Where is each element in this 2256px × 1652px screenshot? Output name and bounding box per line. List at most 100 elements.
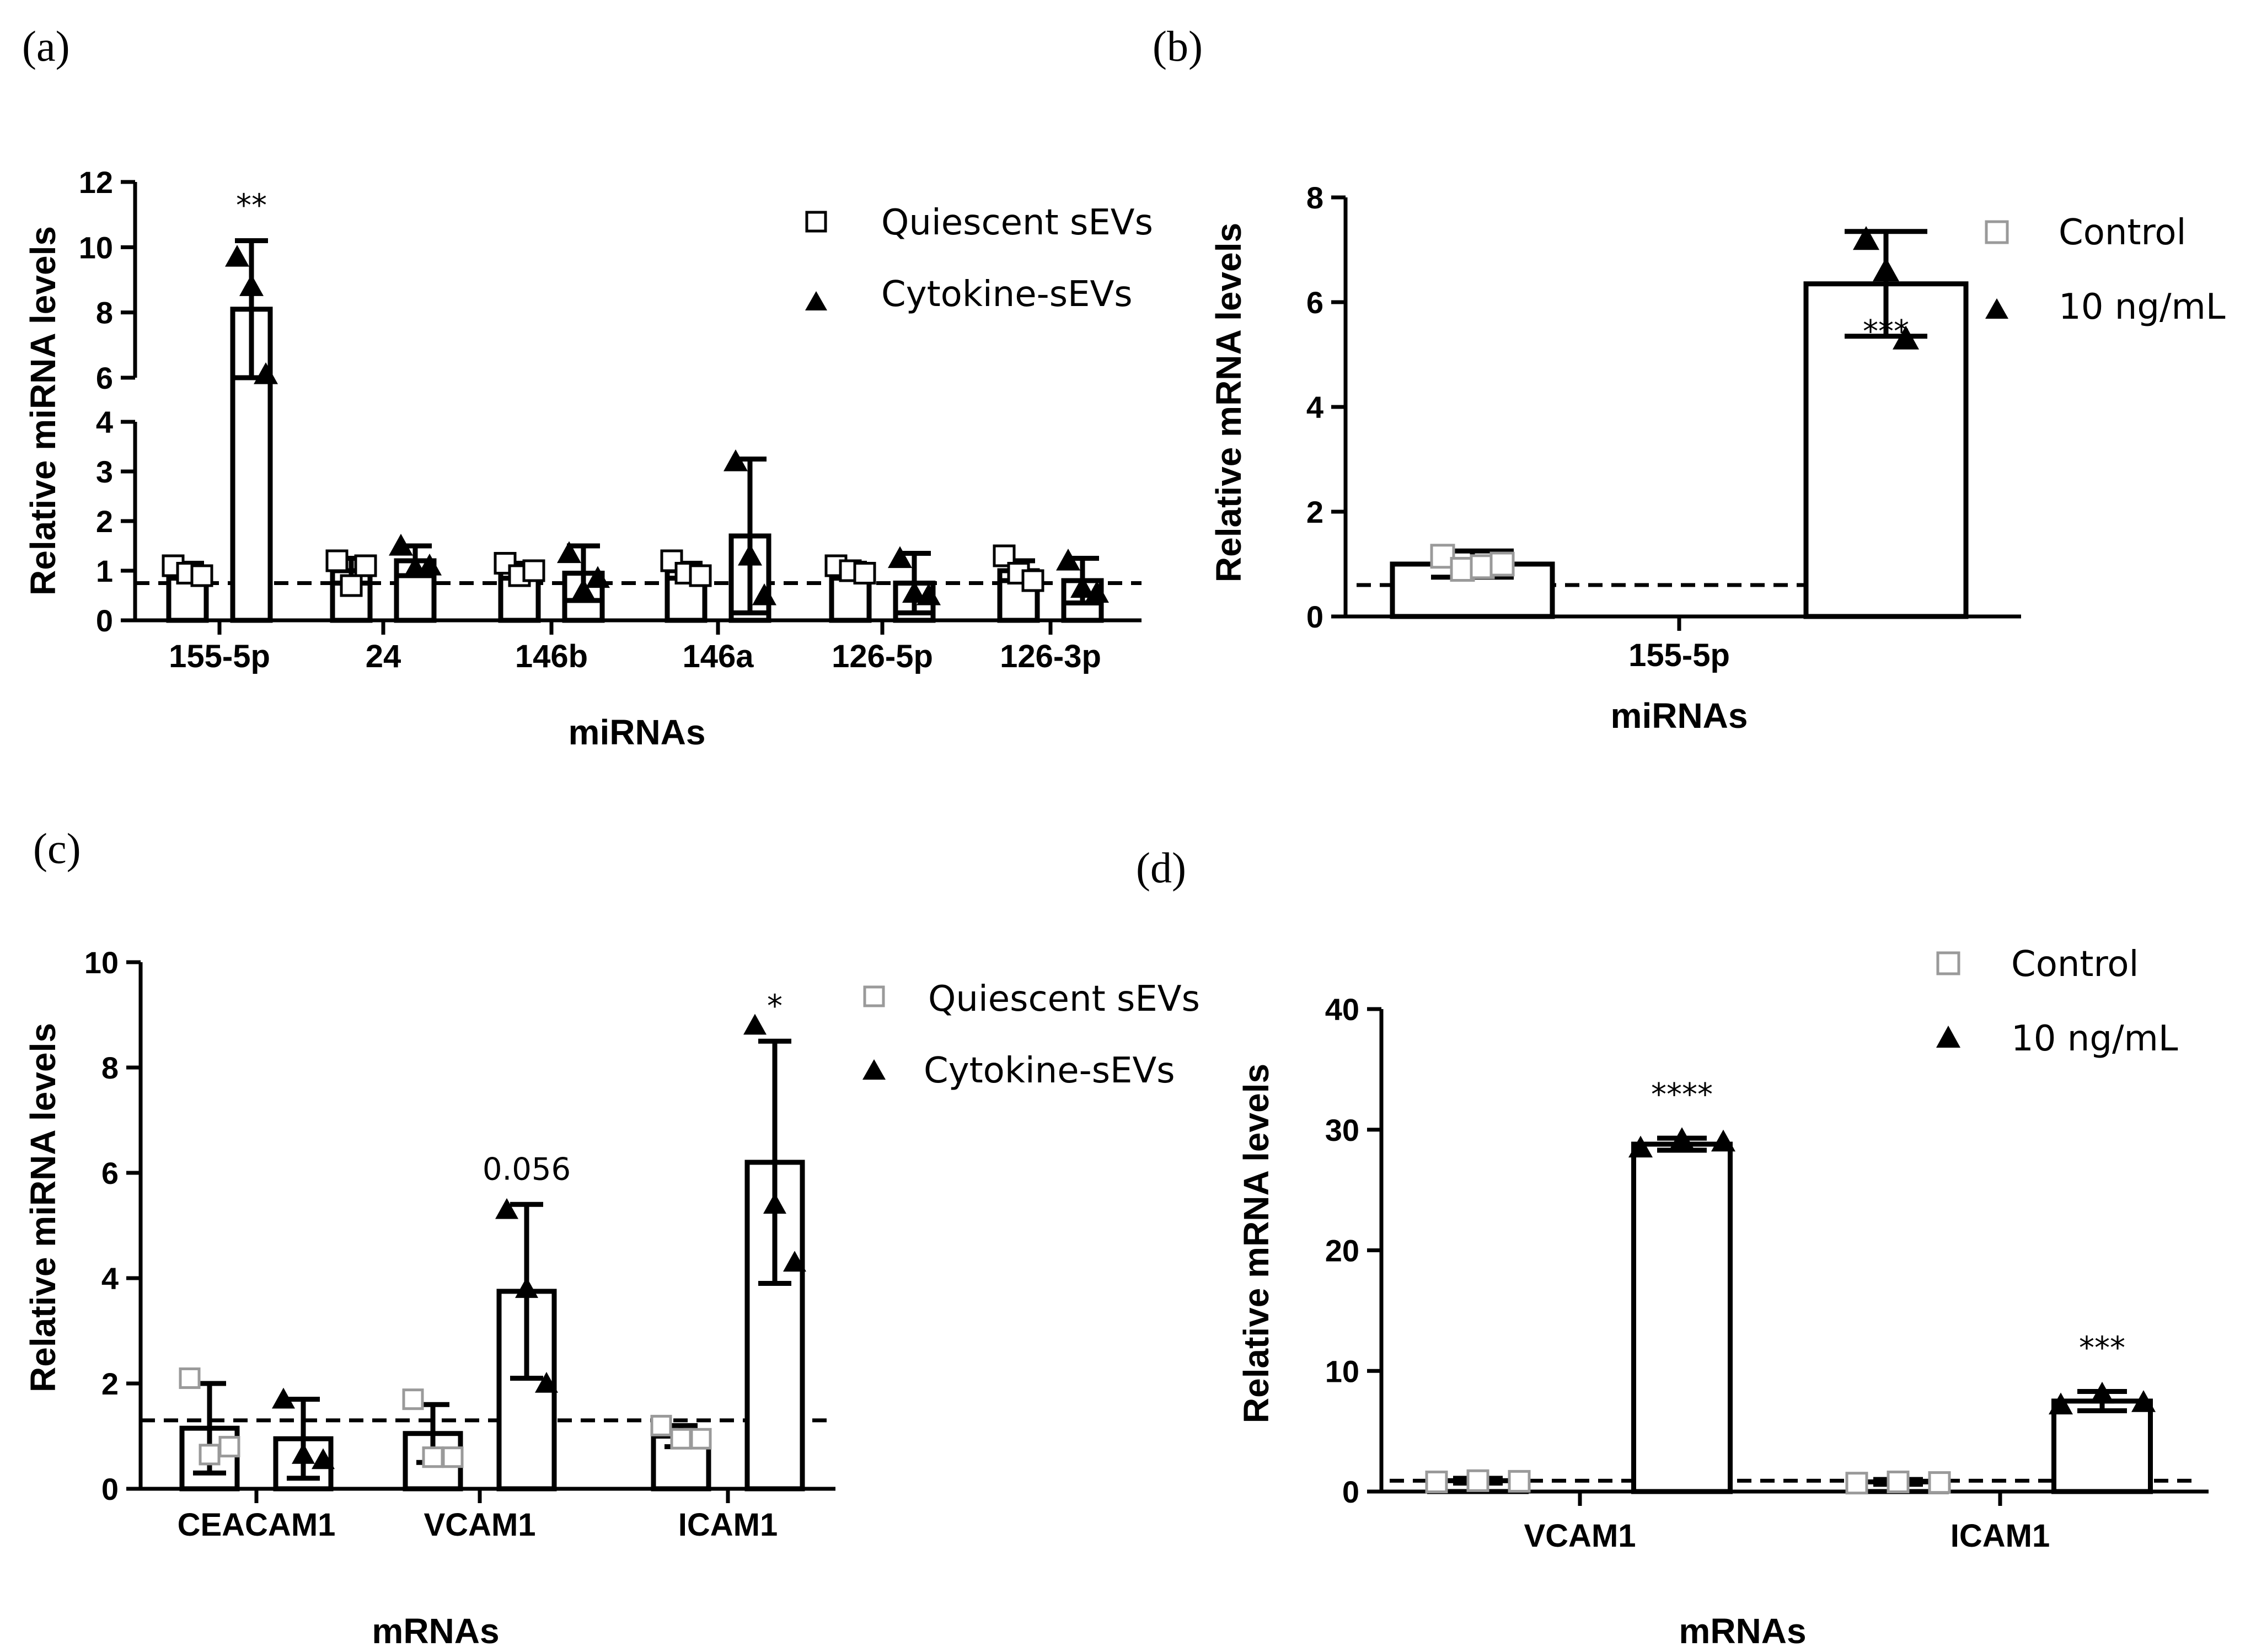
chart-b-significance-label: *** [1863, 314, 1909, 350]
chart-a-point-triangle [571, 578, 596, 600]
chart-d-point-square [1887, 1471, 1910, 1493]
chart-a-point-triangle [239, 274, 264, 296]
panel-label-b: (b) [1153, 22, 1203, 70]
chart-a-point-square [1021, 569, 1044, 592]
chart-a-point-square [340, 574, 363, 597]
chart-c-significance-label: * [767, 988, 783, 1024]
chart-a-point-triangle [888, 546, 912, 568]
panel-label-c: (c) [33, 824, 81, 872]
chart-d-y-tick-label: 30 [1325, 1113, 1359, 1147]
chart-a-y-tick-label: 2 [96, 504, 113, 539]
legend-a-label-2: Cytokine-sEVs [881, 274, 1133, 315]
chart-b-plot: 0 2 4 6 8 155-5p *** [1306, 180, 2021, 673]
chart-c-point-triangle [535, 1372, 558, 1393]
chart-c-x-tick-label: CEACAM1 [178, 1507, 336, 1543]
chart-a-point-square [660, 549, 683, 572]
chart-b-y-tick-label: 6 [1306, 285, 1323, 320]
legend-a-label-1: Quiescent sEVs [881, 202, 1153, 243]
chart-b-x-tick-label: 155-5p [1628, 637, 1730, 673]
chart-a-point-square [325, 549, 349, 572]
legend-c-label-1: Quiescent sEVs [928, 979, 1200, 1020]
legend-d-label-1: Control [2011, 944, 2139, 985]
chart-a-point-triangle [586, 566, 610, 588]
legend-c-triangle-marker [862, 1059, 886, 1080]
chart-c-ylabel: Relative miRNA levels [23, 1023, 63, 1392]
chart-b-point-triangle [1893, 325, 1919, 350]
chart-a-point-triangle [557, 541, 581, 564]
chart-d-point-triangle [2090, 1381, 2114, 1404]
chart-a-y-tick-label: 12 [79, 165, 113, 200]
chart-b-y-tick-label: 8 [1306, 180, 1323, 215]
chart-a-x-tick-label: 146a [682, 639, 754, 674]
chart-a-point-square [354, 554, 377, 577]
chart-a-y-tick-label: 0 [96, 603, 113, 638]
chart-c-plot: 0 2 4 6 8 10 CEACAM1 VCAM1 ICAM1 0.056 * [84, 945, 835, 1543]
legend-a-triangle-marker [805, 291, 827, 310]
chart-a-point-triangle [1056, 549, 1080, 571]
legend-b-triangle-marker [1985, 298, 2008, 319]
panel-label-d: (d) [1136, 844, 1186, 892]
chart-c-y-tick-label: 6 [101, 1156, 119, 1190]
chart-a-point-triangle [225, 245, 249, 267]
chart-d-point-square [1845, 1472, 1868, 1495]
chart-d-point-square [1425, 1471, 1448, 1493]
chart-d-point-triangle [1670, 1127, 1694, 1149]
legend-b-label-1: Control [2059, 212, 2186, 253]
legend-c: Quiescent sEVs Cytokine-sEVs [862, 979, 1200, 1091]
legend-a-square-marker [805, 211, 827, 233]
chart-c-point-square [402, 1388, 424, 1410]
chart-c-point-triangle [743, 1013, 767, 1035]
chart-c-point-square [199, 1444, 221, 1466]
chart-a-point-triangle [752, 583, 776, 605]
chart-a-y-tick-label: 10 [79, 230, 113, 265]
chart-c-y-tick-label: 4 [101, 1261, 119, 1296]
legend-c-square-marker [863, 985, 885, 1007]
chart-c-significance-label: 0.056 [483, 1151, 571, 1187]
chart-c-point-square [690, 1428, 712, 1450]
chart-b-point-triangle [1873, 258, 1899, 282]
chart-a-point-square [689, 564, 712, 587]
chart-a-point-triangle [417, 554, 442, 576]
chart-a-y-tick-label: 6 [96, 361, 113, 395]
chart-d-y-tick-label: 0 [1342, 1474, 1359, 1509]
chart-a-point-square [853, 562, 876, 584]
legend-c-label-2: Cytokine-sEVs [924, 1050, 1175, 1091]
chart-a-point-triangle [1070, 576, 1095, 598]
chart-c-y-tick-label: 2 [101, 1366, 119, 1401]
chart-a-significance-label: ** [236, 188, 267, 224]
legend-b-label-2: 10 ng/mL [2059, 287, 2226, 328]
chart-c-point-triangle [763, 1193, 786, 1214]
chart-d-y-tick-label: 40 [1325, 992, 1359, 1027]
chart-a-ylabel: Relative miRNA levels [23, 226, 63, 596]
chart-d-point-triangle [2131, 1390, 2156, 1412]
chart-a-x-tick-label: 24 [366, 639, 401, 674]
chart-a-point-square [190, 564, 213, 587]
chart-b-xlabel: miRNAs [1611, 696, 1748, 736]
panel-label-a: (a) [22, 22, 70, 70]
chart-a-point-triangle [724, 449, 748, 471]
chart-c-y-tick-label: 0 [101, 1472, 119, 1506]
chart-d-x-tick-label: ICAM1 [1950, 1518, 2050, 1554]
chart-c-point-square [650, 1414, 672, 1436]
chart-b-point-square [1489, 551, 1515, 577]
legend-d: Control 10 ng/mL [1936, 944, 2178, 1059]
chart-c-point-square [670, 1428, 692, 1450]
chart-d-xlabel: mRNAs [1679, 1611, 1806, 1651]
chart-c-point-triangle [292, 1442, 315, 1464]
chart-b-ylabel: Relative mRNA levels [1209, 223, 1248, 582]
chart-d-point-square [1466, 1469, 1489, 1492]
chart-c-point-triangle [272, 1387, 295, 1409]
chart-c-point-square [442, 1446, 464, 1468]
chart-a-point-triangle [254, 362, 278, 384]
chart-a-x-tick-label: 126-3p [1000, 639, 1101, 674]
chart-d-bar-treated [2051, 1398, 2153, 1494]
chart-a-x-tick-label: 146b [515, 639, 588, 674]
chart-c-point-square [218, 1436, 240, 1458]
legend-b-square-marker [1985, 220, 2009, 244]
legend-d-label-2: 10 ng/mL [2011, 1018, 2178, 1059]
chart-c-y-tick-label: 8 [101, 1050, 119, 1085]
chart-a-point-square [522, 559, 545, 582]
chart-a-y-tick-label: 8 [96, 296, 113, 330]
